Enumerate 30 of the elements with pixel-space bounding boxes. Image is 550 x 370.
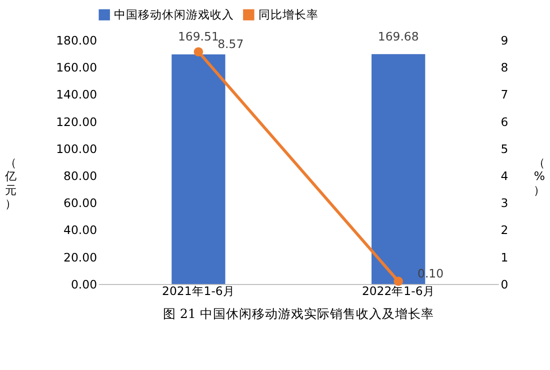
y2-tick-label: 3 bbox=[500, 196, 508, 210]
y-tick-label: 60.00 bbox=[64, 196, 98, 210]
y2-tick-label: 1 bbox=[500, 250, 508, 264]
y-tick-label: 100.00 bbox=[56, 142, 98, 156]
y2-tick-label: 9 bbox=[500, 34, 508, 48]
x-tick-label: 2022年1-6月 bbox=[362, 284, 435, 298]
y-tick-label: 20.00 bbox=[64, 250, 98, 264]
y-axis-title: （亿元） bbox=[4, 155, 18, 210]
y2-tick-label: 5 bbox=[500, 142, 508, 156]
y2-axis-title: （%） bbox=[533, 155, 546, 197]
y-tick-label: 160.00 bbox=[56, 60, 98, 75]
y2-tick-label: 6 bbox=[500, 114, 508, 129]
data-label: 169.51 bbox=[178, 30, 219, 44]
x-tick-label: 2021年1-6月 bbox=[162, 284, 235, 298]
data-label: 169.68 bbox=[378, 30, 419, 44]
y2-tick-label: 4 bbox=[500, 169, 508, 184]
legend-label: 中国移动休闲游戏收入 bbox=[114, 8, 234, 22]
y2-tick-label: 0 bbox=[500, 277, 508, 292]
legend-label: 同比增长率 bbox=[258, 8, 318, 22]
y2-tick-label: 8 bbox=[500, 60, 508, 75]
y-tick-label: 120.00 bbox=[56, 114, 98, 129]
y-tick-label: 0.00 bbox=[71, 277, 98, 292]
y-tick-label: 140.00 bbox=[56, 88, 98, 102]
y-tick-label: 80.00 bbox=[64, 169, 98, 184]
y-tick-label: 180.00 bbox=[56, 34, 98, 48]
y2-tick-label: 7 bbox=[500, 88, 508, 102]
y-tick-label: 40.00 bbox=[64, 223, 98, 238]
data-label: 8.57 bbox=[218, 36, 244, 51]
y2-tick-label: 2 bbox=[500, 223, 508, 238]
text: 图 21 中国休闲移动游戏实际销售收入及增长率 bbox=[162, 306, 434, 322]
